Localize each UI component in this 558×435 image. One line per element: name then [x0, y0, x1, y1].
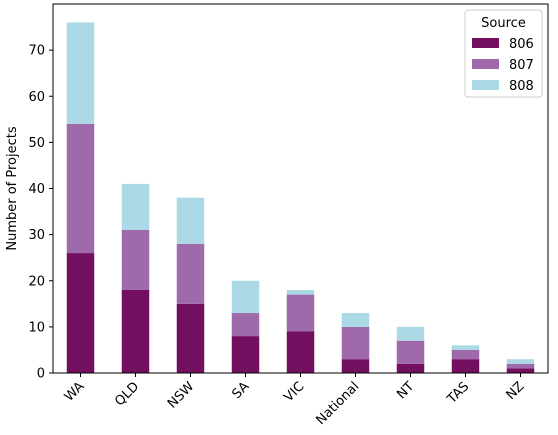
- bars-layer: [66, 22, 535, 373]
- y-tick-label: 20: [28, 274, 45, 289]
- x-tick-label-vic: VIC: [281, 379, 307, 405]
- y-tick-label: 0: [37, 367, 45, 382]
- bar-808-qld: [121, 183, 150, 231]
- bar-808-tas: [451, 345, 480, 350]
- y-tick-label: 70: [28, 44, 45, 59]
- bar-807-nz: [506, 363, 535, 369]
- bar-806-sa: [231, 336, 260, 373]
- bar-806-national: [341, 359, 370, 373]
- x-tick-label-nsw: NSW: [165, 379, 198, 412]
- bar-806-vic: [286, 331, 315, 373]
- bar-808-wa: [66, 22, 95, 124]
- y-tick-label: 40: [28, 182, 45, 197]
- legend-swatch-806: [472, 38, 499, 48]
- bar-807-national: [341, 326, 370, 360]
- bar-806-nt: [396, 363, 425, 373]
- x-tick-label-national: National: [313, 379, 362, 428]
- legend: Source 806 807 808: [464, 9, 543, 98]
- y-tick-label: 10: [28, 320, 45, 335]
- x-axis: WA QLD NSW SA VIC National NT TAS NZ: [62, 373, 528, 428]
- bar-806-nsw: [176, 303, 205, 373]
- bar-807-tas: [451, 349, 480, 360]
- bar-806-wa: [66, 253, 95, 373]
- bar-807-wa: [66, 123, 95, 254]
- bar-807-nt: [396, 340, 425, 364]
- bar-806-nz: [506, 368, 535, 373]
- legend-label-807: 807: [509, 58, 534, 73]
- y-tick-label: 60: [28, 90, 45, 105]
- x-tick-label-tas: TAS: [444, 379, 472, 407]
- y-axis-label: Number of Projects: [5, 126, 20, 250]
- bar-808-national: [341, 313, 370, 327]
- legend-title: Source: [481, 16, 526, 31]
- legend-box: [464, 9, 543, 98]
- legend-label-806: 806: [509, 37, 534, 52]
- y-tick-label: 50: [28, 136, 45, 151]
- legend-swatch-808: [472, 80, 499, 90]
- x-tick-label-nz: NZ: [504, 379, 528, 403]
- bar-806-qld: [121, 289, 150, 373]
- y-tick-label: 30: [28, 228, 45, 243]
- bar-807-vic: [286, 294, 315, 332]
- legend-label-808: 808: [509, 79, 534, 94]
- bar-807-sa: [231, 313, 260, 337]
- legend-swatch-807: [472, 59, 499, 69]
- bar-808-nsw: [176, 197, 205, 244]
- bar-808-nz: [506, 359, 535, 364]
- bar-807-qld: [121, 230, 150, 290]
- x-tick-label-nt: NT: [394, 379, 417, 402]
- x-tick-label-wa: WA: [62, 379, 88, 405]
- bar-808-nt: [396, 326, 425, 341]
- x-tick-label-sa: SA: [229, 379, 252, 402]
- bar-808-sa: [231, 280, 260, 314]
- bar-807-nsw: [176, 243, 205, 304]
- x-tick-label-qld: QLD: [112, 379, 142, 409]
- bar-808-vic: [286, 289, 315, 295]
- bar-806-tas: [451, 359, 480, 373]
- y-axis: 0 10 20 30 40 50 60 70: [28, 44, 53, 382]
